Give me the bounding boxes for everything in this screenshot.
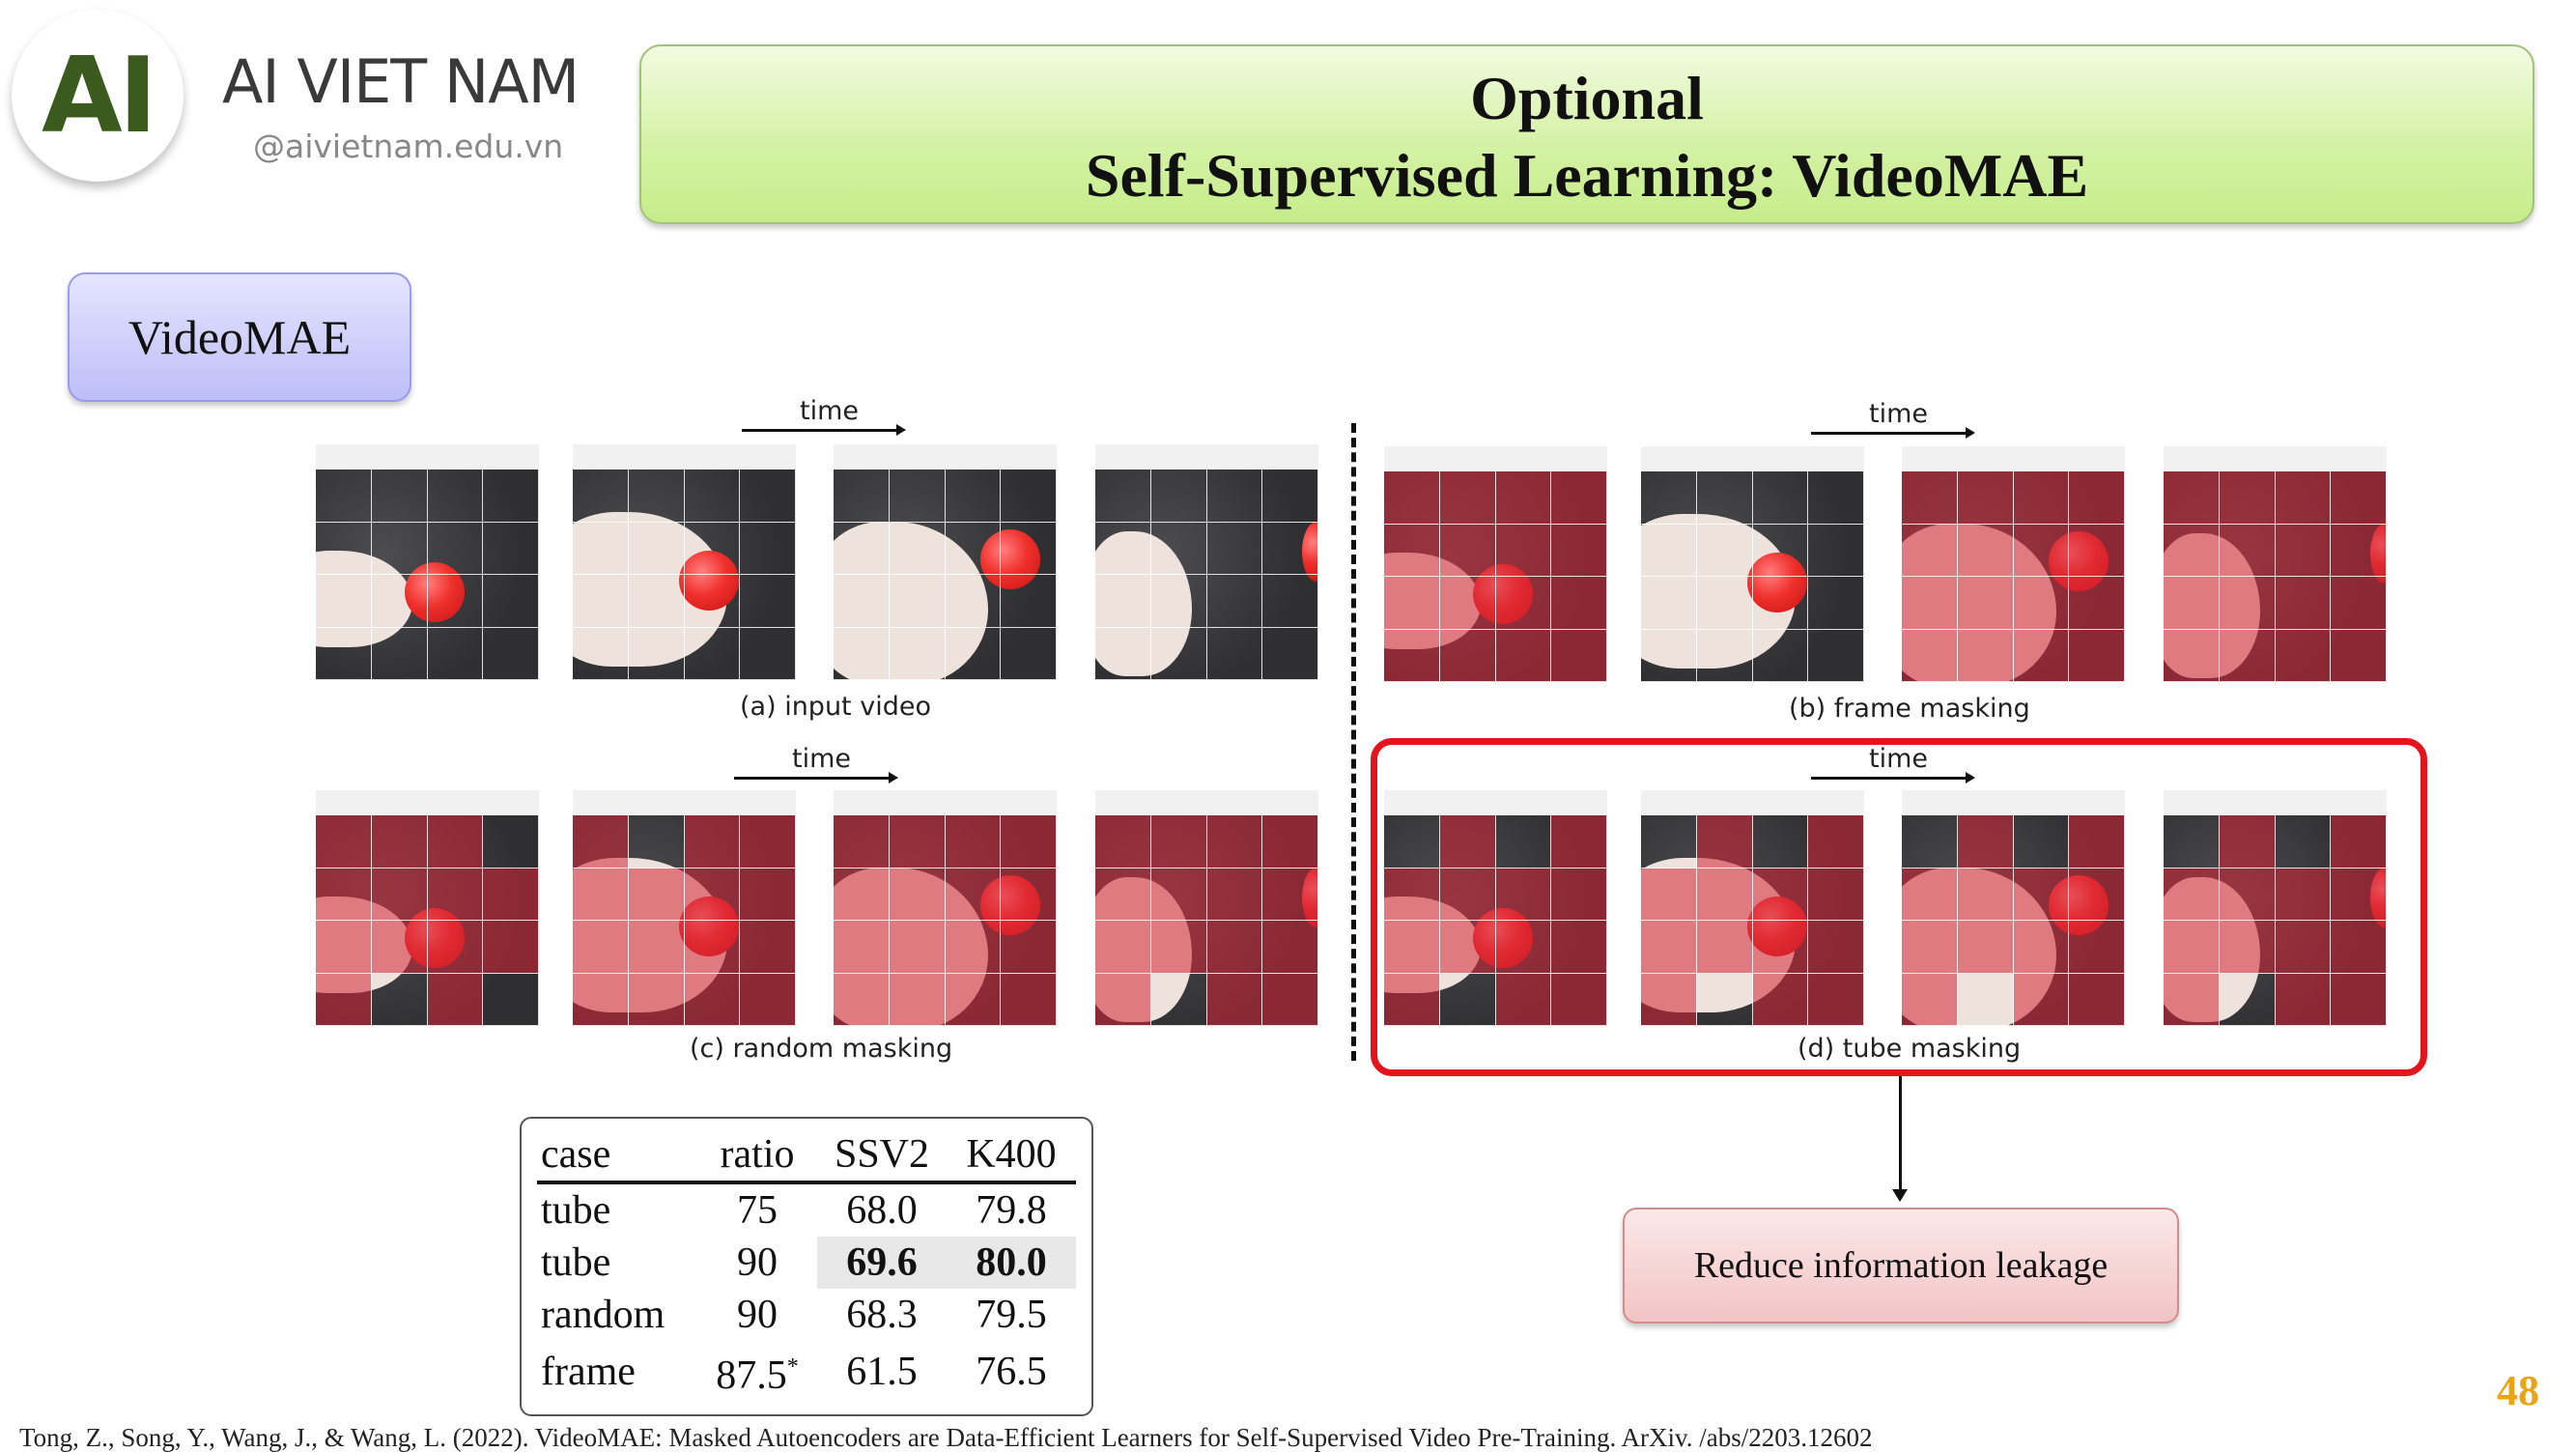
frame-b-1 <box>1384 446 1607 682</box>
time-label-a: time <box>800 396 860 426</box>
logo-text: AI <box>42 35 157 157</box>
brand-site: @aivietnam.edu.vn <box>253 128 564 165</box>
tube-masking-highlight <box>1371 738 2427 1076</box>
caption-random-masking: (c) random masking <box>690 1034 953 1064</box>
time-arrow-d <box>1811 772 1975 783</box>
cell-k400: 79.8 <box>976 1188 1047 1233</box>
frame-c-3 <box>834 790 1057 1026</box>
frame-d-4 <box>2164 790 2387 1026</box>
time-label-b: time <box>1869 399 1929 429</box>
down-arrow <box>1892 1076 1908 1202</box>
cell-ratio: 90 <box>737 1240 778 1285</box>
cell-case: tube <box>541 1188 611 1233</box>
results-table: case ratio SSV2 K400 tube 75 68.0 79.8 t… <box>520 1117 1093 1416</box>
frame-d-2 <box>1641 790 1864 1026</box>
cell-ratio: 90 <box>737 1293 778 1337</box>
header-case: case <box>537 1128 697 1184</box>
cell-k400-best: 80.0 <box>947 1237 1076 1289</box>
cell-case: random <box>541 1293 665 1337</box>
cell-ssv2: 68.0 <box>846 1188 918 1233</box>
time-arrow-c <box>734 772 898 783</box>
ratio-footnote-mark: * <box>786 1354 799 1380</box>
page-number: 48 <box>2497 1367 2539 1414</box>
frame-b-2 <box>1641 446 1864 682</box>
time-arrow-a <box>742 424 906 436</box>
frame-a-1 <box>316 444 539 680</box>
frame-a-4 <box>1095 444 1318 680</box>
time-label-d: time <box>1869 744 1929 774</box>
frame-a-2 <box>573 444 796 680</box>
title-line-2: Self-Supervised Learning: VideoMAE <box>1085 141 2089 210</box>
citation: Tong, Z., Song, Y., Wang, J., & Wang, L.… <box>19 1423 1873 1452</box>
header-ssv2: SSV2 <box>817 1128 947 1184</box>
caption-input-video: (a) input video <box>740 692 931 722</box>
logo: AI <box>12 10 184 182</box>
cell-ratio-value: 87.5 <box>716 1353 787 1398</box>
table-row: tube 90 69.6 80.0 <box>537 1237 1076 1289</box>
cell-k400: 79.5 <box>976 1293 1047 1337</box>
cell-ssv2: 68.3 <box>846 1293 918 1337</box>
panel-divider <box>1351 423 1356 1061</box>
title-banner: Optional Self-Supervised Learning: Video… <box>639 44 2534 224</box>
cell-ssv2-best: 69.6 <box>817 1237 947 1289</box>
frame-d-1 <box>1384 790 1607 1026</box>
table-header-row: case ratio SSV2 K400 <box>537 1128 1076 1184</box>
cell-ratio: 87.5* <box>697 1341 817 1402</box>
cell-case: tube <box>541 1240 611 1285</box>
brand-name: AI VIET NAM <box>222 46 580 117</box>
frame-c-1 <box>316 790 539 1026</box>
time-arrow-b <box>1811 427 1975 439</box>
cell-k400: 76.5 <box>976 1349 1047 1394</box>
section-label: VideoMAE <box>68 272 411 402</box>
title-line-1: Optional <box>1470 64 1704 132</box>
frame-c-2 <box>573 790 796 1026</box>
table-row: random 90 68.3 79.5 <box>537 1289 1076 1341</box>
cell-ssv2: 61.5 <box>846 1349 918 1394</box>
cell-ratio: 75 <box>737 1188 778 1233</box>
caption-frame-masking: (b) frame masking <box>1789 694 2030 724</box>
cell-case: frame <box>541 1349 636 1394</box>
table-row: tube 75 68.0 79.8 <box>537 1182 1076 1237</box>
reduce-leakage-box: Reduce information leakage <box>1623 1208 2179 1324</box>
time-label-c: time <box>792 744 852 774</box>
frame-d-3 <box>1902 790 2125 1026</box>
caption-tube-masking: (d) tube masking <box>1798 1034 2022 1064</box>
frame-b-3 <box>1902 446 2125 682</box>
header-ratio: ratio <box>697 1128 817 1184</box>
frame-a-3 <box>834 444 1057 680</box>
frame-b-4 <box>2164 446 2387 682</box>
table-row: frame 87.5* 61.5 76.5 <box>537 1341 1076 1402</box>
frame-c-4 <box>1095 790 1318 1026</box>
header-k400: K400 <box>947 1128 1076 1184</box>
